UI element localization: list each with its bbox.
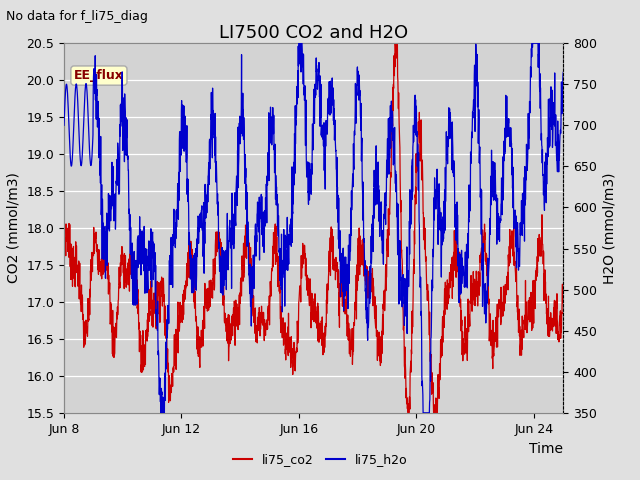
Y-axis label: CO2 (mmol/m3): CO2 (mmol/m3) bbox=[7, 173, 21, 283]
Y-axis label: H2O (mmol/m3): H2O (mmol/m3) bbox=[602, 172, 616, 284]
Text: Time: Time bbox=[529, 443, 563, 456]
Text: No data for f_li75_diag: No data for f_li75_diag bbox=[6, 10, 148, 23]
Title: LI7500 CO2 and H2O: LI7500 CO2 and H2O bbox=[219, 24, 408, 42]
Text: EE_flux: EE_flux bbox=[74, 69, 124, 82]
Legend: li75_co2, li75_h2o: li75_co2, li75_h2o bbox=[228, 448, 412, 471]
